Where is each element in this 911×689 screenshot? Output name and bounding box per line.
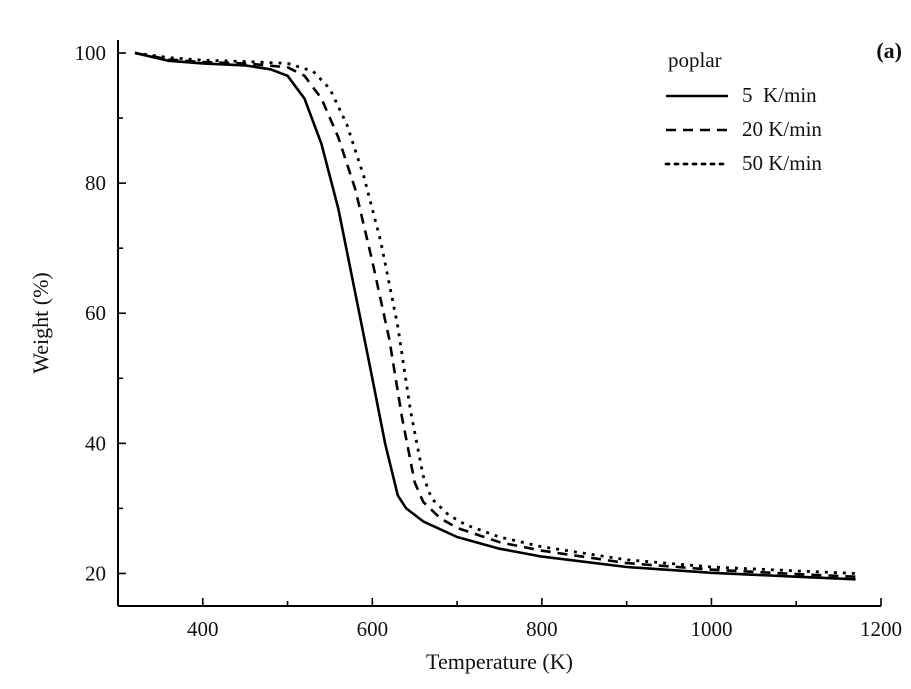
legend-title: poplar [668,48,722,72]
x-tick-label: 1000 [690,617,732,641]
panel-label: (a) [876,38,902,63]
y-tick-label: 80 [85,171,106,195]
legend-label-2: 20 K/min [742,117,822,141]
x-tick-label: 400 [187,617,219,641]
x-tick-label: 1200 [860,617,902,641]
x-ticks: 400 600 800 1000 1200 [117,598,902,641]
legend-label-3: 50 K/min [742,151,822,175]
axes-layer [117,40,881,607]
y-tick-label: 60 [85,301,106,325]
y-tick-label: 40 [85,431,106,455]
y-axis-title: Weight (%) [28,272,53,373]
legend: poplar 5 K/min 20 K/min 50 K/min [664,48,822,175]
x-tick-label: 600 [357,617,389,641]
legend-label-1: 5 K/min [742,83,817,107]
y-ticks: 20 40 60 80 100 [75,41,126,585]
series-layer [134,51,856,581]
series-line-3 [134,51,856,575]
x-tick-label: 800 [526,617,558,641]
x-axis-title: Temperature (K) [426,649,573,674]
y-tick-label: 20 [85,561,106,585]
y-tick-label: 100 [75,41,107,65]
series-line-1 [134,51,856,581]
